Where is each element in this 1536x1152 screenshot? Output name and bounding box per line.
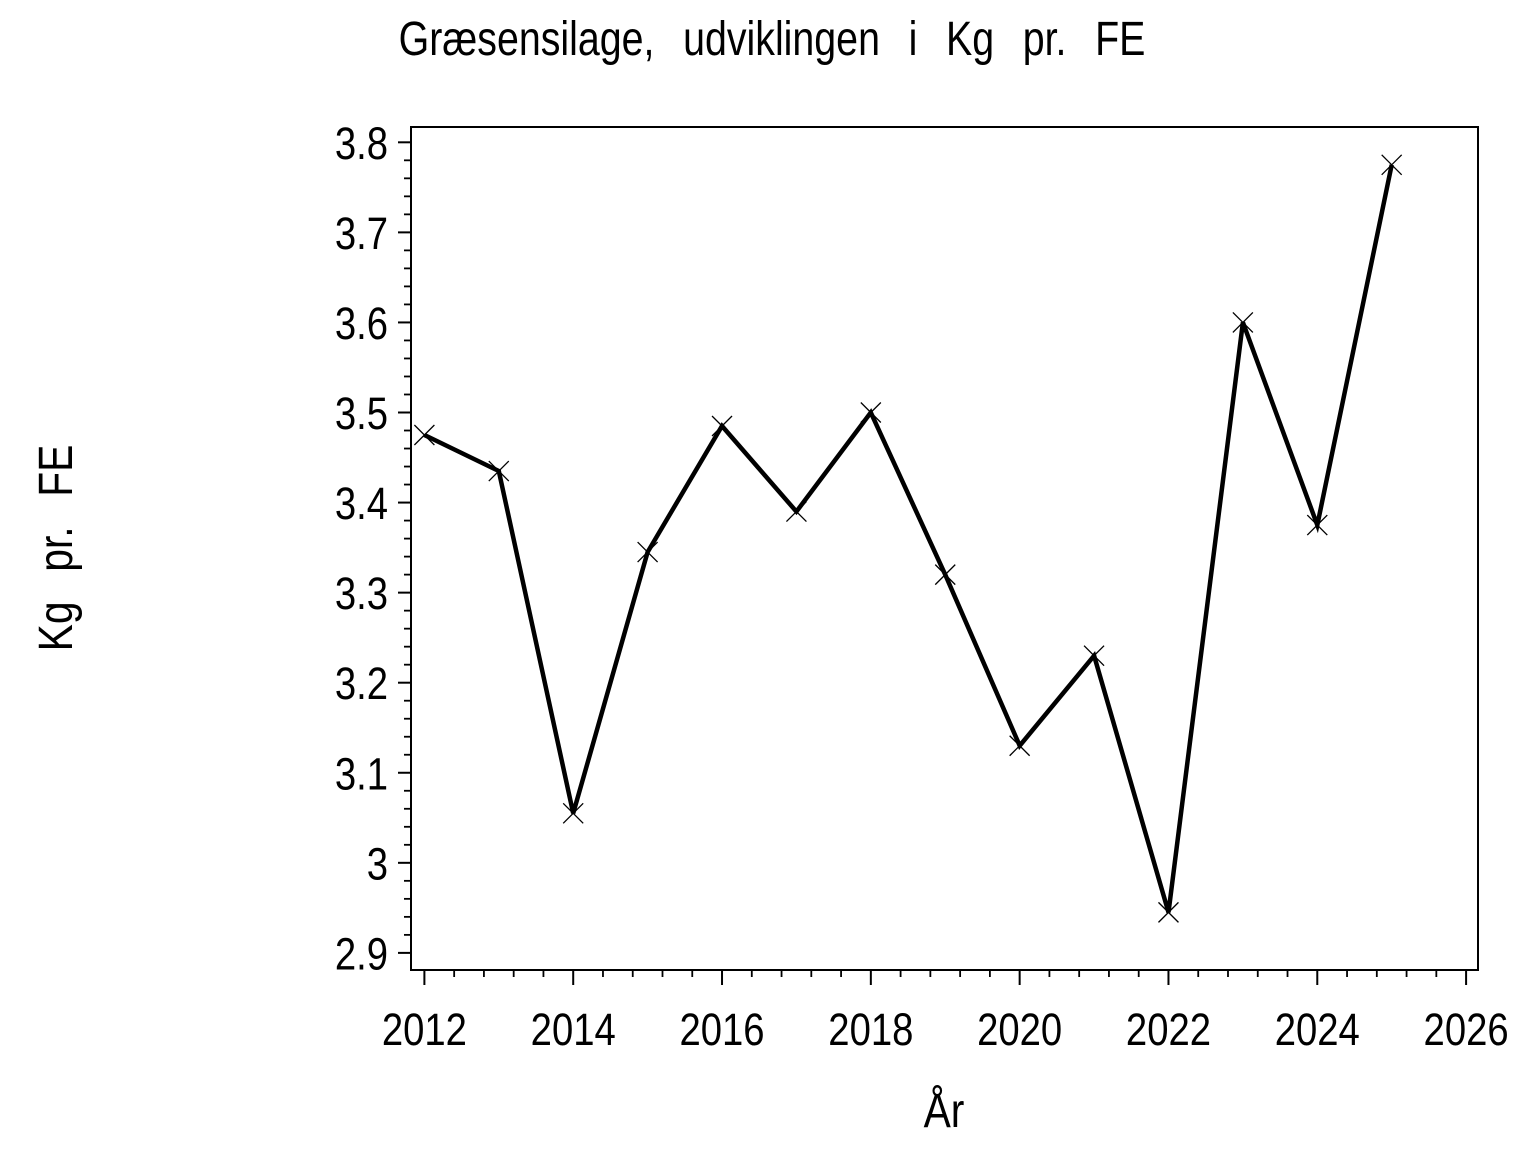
- y-tick-label: 3: [367, 838, 388, 889]
- x-tick-label: 2012: [382, 1004, 467, 1055]
- y-tick-label: 3.3: [335, 568, 388, 619]
- data-point-marker: [711, 415, 733, 437]
- x-tick-label: 2024: [1275, 1004, 1360, 1055]
- data-point-marker: [1306, 514, 1328, 536]
- x-axis-label: År: [924, 1085, 965, 1138]
- data-point-marker: [860, 402, 882, 423]
- y-tick-label: 3.4: [335, 478, 388, 529]
- y-tick-label: 3.8: [335, 118, 388, 169]
- x-tick-label: 2020: [977, 1004, 1062, 1055]
- x-tick-label: 2018: [828, 1004, 913, 1055]
- data-point-marker: [488, 460, 510, 482]
- data-point-marker: [1009, 735, 1031, 757]
- plot-frame: [410, 126, 1479, 971]
- data-point-marker: [1381, 154, 1403, 176]
- y-tick-label: 3.1: [335, 748, 388, 799]
- data-point-marker: [413, 424, 435, 446]
- plot-area: 2.9 3 3.1 3.2 3.3 3.4 3.5 3.6 3.7 3.8 2012 2014 2016…: [335, 118, 1509, 1055]
- chart-title: Græsensilage, udviklingen i Kg pr. FE: [399, 12, 1146, 66]
- y-tick-label: 3.7: [335, 208, 388, 259]
- x-tick-label: 2014: [531, 1004, 616, 1055]
- y-tick-label: 3.6: [335, 298, 388, 349]
- x-tick-label: 2026: [1424, 1004, 1509, 1055]
- data-point-marker: [785, 501, 807, 523]
- y-tick-label: 2.9: [335, 928, 388, 979]
- data-point-marker: [934, 564, 956, 586]
- data-point-marker: [1158, 901, 1179, 923]
- x-tick-label: 2022: [1126, 1004, 1211, 1055]
- data-point-marker: [1232, 311, 1254, 333]
- y-tick-label: 3.2: [335, 658, 388, 709]
- y-axis-label: Kg pr. FE: [30, 445, 83, 652]
- data-line: [423, 164, 1394, 914]
- data-point-marker: [1083, 645, 1105, 667]
- y-tick-label: 3.5: [335, 388, 388, 439]
- x-tick-label: 2016: [679, 1004, 764, 1055]
- data-point-marker: [637, 541, 659, 563]
- data-point-marker: [562, 802, 584, 824]
